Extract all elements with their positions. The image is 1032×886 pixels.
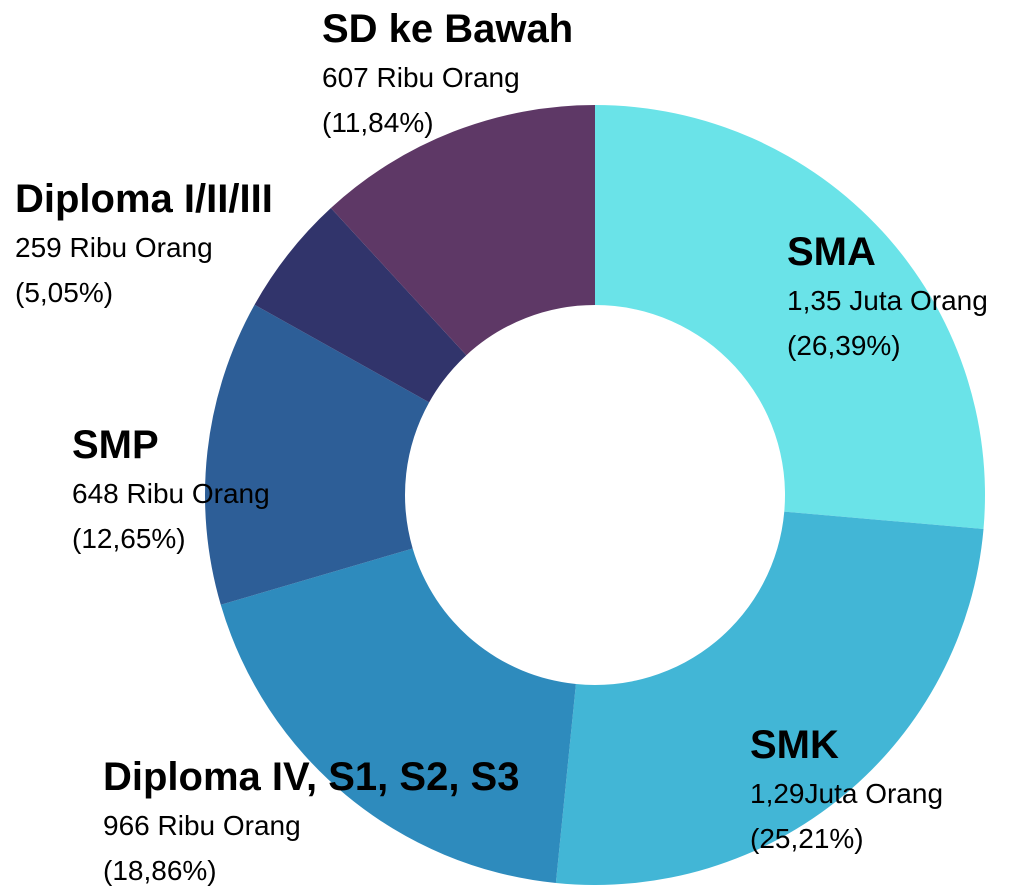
slice-count: 1,29Juta Orang	[750, 778, 943, 809]
slice-percent: (18,86%)	[103, 855, 217, 886]
slice-count: 1,35 Juta Orang	[787, 285, 988, 316]
donut-slice	[204, 304, 430, 605]
slice-percent: (26,39%)	[787, 330, 901, 361]
slice-count: 648 Ribu Orang	[72, 478, 270, 509]
slice-count: 607 Ribu Orang	[322, 62, 520, 93]
slice-name: Diploma I/II/III	[15, 177, 273, 221]
slice-percent: (11,84%)	[322, 107, 434, 138]
slice-count: 259 Ribu Orang	[15, 232, 213, 263]
slice-name: Diploma IV, S1, S2, S3	[103, 755, 519, 799]
slice-name: SMP	[72, 423, 159, 467]
slice-percent: (5,05%)	[15, 277, 113, 308]
donut-slice	[330, 105, 595, 356]
slice-percent: (12,65%)	[72, 523, 186, 554]
slice-count: 966 Ribu Orang	[103, 810, 301, 841]
slice-percent: (25,21%)	[750, 823, 864, 854]
donut-slice	[555, 511, 984, 885]
slice-name: SMK	[750, 723, 839, 767]
donut-slice	[220, 548, 576, 884]
donut-slice	[595, 105, 985, 530]
slice-name: SD ke Bawah	[322, 7, 573, 51]
slice-name: SMA	[787, 230, 876, 274]
donut-slice	[254, 208, 467, 403]
